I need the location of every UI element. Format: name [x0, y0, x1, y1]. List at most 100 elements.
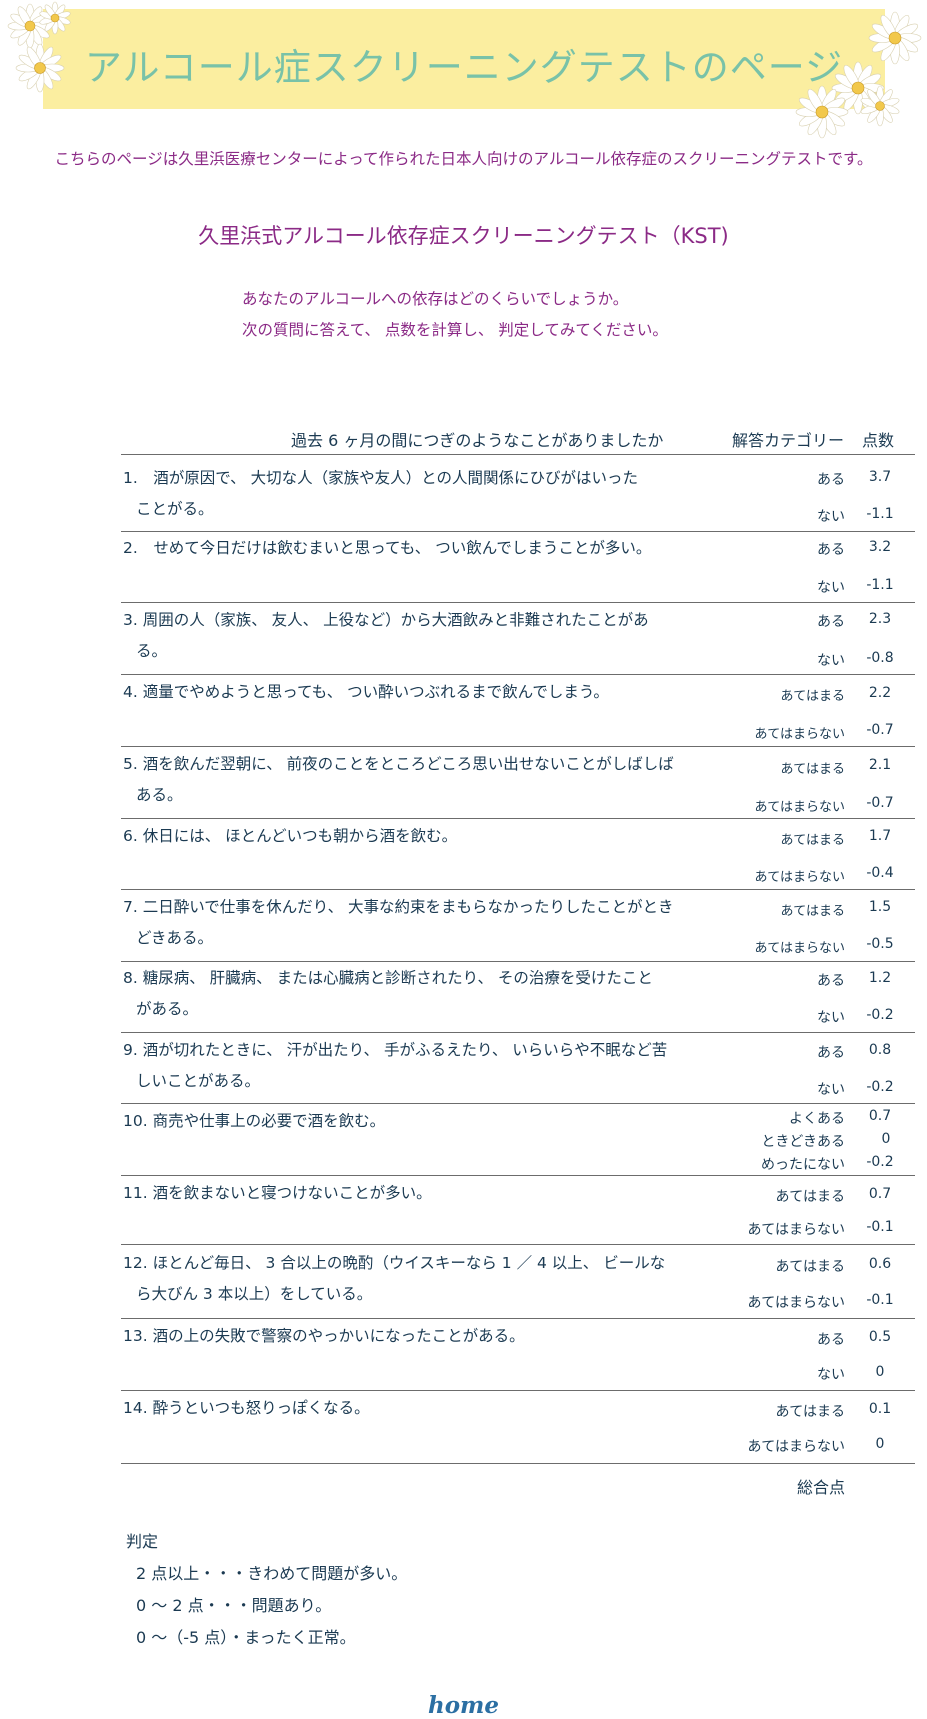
question-12: 12. ほとんど毎日、 3 合以上の晩酌（ウイスキーなら 1 ／ 4 以上、 ビ… [123, 1254, 666, 1303]
answer-points: 2.2 [868, 685, 892, 701]
answer-points: 2.3 [868, 611, 892, 627]
answer-points: 0 [881, 1131, 891, 1147]
answer-points: 0.5 [868, 1329, 892, 1345]
question-2: 2. せめて今日だけは飲むまいと思っても、 つい飲んでしまうことが多い。 [123, 539, 652, 557]
question-8: 8. 糖尿病、 肝臓病、 または心臓病と診断されたり、 その治療を受けたこと があ… [123, 969, 653, 1018]
answer-points: 1.2 [868, 970, 892, 986]
question-13: 13. 酒の上の失敗で警察のやっかいになったことがある。 [123, 1327, 525, 1345]
answer-points: 2.1 [868, 757, 892, 773]
table-divider [121, 1032, 915, 1033]
test-title: 久里浜式アルコール依存症スクリーニングテスト（KST) [198, 224, 729, 248]
answer-option: ない [817, 1367, 845, 1383]
verdict-line-3: 0 ～（-5 点）・まったく正常。 [136, 1628, 356, 1647]
answer-points: 0.8 [868, 1042, 892, 1058]
answer-option: あてはまる [780, 833, 845, 848]
answer-points: 0.7 [868, 1186, 892, 1202]
answer-option: よくある [789, 1111, 845, 1127]
answer-points: -1.1 [866, 577, 894, 593]
table-divider [121, 531, 915, 532]
answer-option: ない [817, 1010, 845, 1026]
question-5: 5. 酒を飲んだ翌朝に、 前夜のことをところどころ思い出せないことがしばしば ある… [123, 755, 674, 804]
total-score-label: 総合点 [796, 1478, 845, 1497]
table-divider [121, 889, 915, 890]
answer-points: -0.8 [866, 650, 894, 666]
answer-points: -0.1 [866, 1219, 894, 1235]
question-6: 6. 休日には、 ほとんどいつも朝から酒を飲む。 [123, 827, 458, 845]
answer-option: ない [817, 580, 845, 596]
answer-points: 3.2 [868, 539, 892, 555]
home-link[interactable]: home [427, 1692, 500, 1719]
page-title: アルコール症スクリーニングテストのページ [84, 46, 844, 89]
question-14: 14. 酔うといつも怒りっぽくなる。 [123, 1399, 370, 1417]
answer-option: あてはまらない [747, 1439, 845, 1455]
answer-points: -0.1 [866, 1292, 894, 1308]
answer-option: ある [817, 1332, 845, 1348]
title-banner: アルコール症スクリーニングテストのページ [43, 9, 885, 109]
intro-text: こちらのページは久里浜医療センターによって作られた日本人向けのアルコール依存症の… [54, 150, 873, 168]
answer-option: ない [817, 1082, 845, 1098]
answer-points: 1.5 [868, 899, 892, 915]
answer-points: -0.5 [866, 936, 894, 952]
daisy-decoration-right [795, 11, 922, 139]
answer-option: あてはまる [775, 1259, 845, 1275]
table-divider [121, 1244, 915, 1245]
question-9: 9. 酒が切れたときに、 汗が出たり、 手がふるえたり、 いらいらや不眠など苦し… [123, 1041, 668, 1090]
answer-option: ある [817, 542, 845, 558]
answer-points: -1.1 [866, 506, 894, 522]
answer-option: ある [817, 973, 845, 989]
answer-option: あてはまらない [747, 1295, 845, 1311]
answer-option: あてはまる [775, 1404, 845, 1420]
question-1: 1. 酒が原因で、 大切な人（家族や友人）との人間関係にひびがはいった ことがる。 [123, 469, 638, 518]
table-divider [121, 1463, 915, 1464]
header-question: 過去 6 ヶ月の間につぎのようなことがありましたか [291, 431, 664, 450]
answer-points: -0.2 [866, 1007, 894, 1023]
table-divider [121, 454, 915, 455]
answer-points: 0.6 [868, 1256, 892, 1272]
answer-option: ある [817, 472, 845, 488]
answer-option: あてはまらない [754, 941, 845, 956]
answer-option: あてはまる [775, 1189, 845, 1205]
answer-points: 0 [875, 1364, 885, 1380]
answer-option: ない [817, 653, 845, 669]
answer-points: -0.7 [866, 795, 894, 811]
answer-option: ときどきある [761, 1134, 845, 1150]
lead-line-2: 次の質問に答えて、 点数を計算し、 判定してみてください。 [242, 321, 668, 339]
answer-option: あてはまらない [754, 800, 845, 815]
header-points: 点数 [862, 431, 895, 450]
answer-option: あてはまらない [754, 727, 845, 742]
table-divider [121, 1175, 915, 1176]
answer-points: 1.7 [868, 828, 892, 844]
question-10: 10. 商売や仕事上の必要で酒を飲む。 [123, 1112, 386, 1130]
answer-option: ある [817, 1045, 845, 1061]
answer-points: -0.7 [866, 722, 894, 738]
table-divider [121, 818, 915, 819]
answer-option: あてはまらない [747, 1222, 845, 1238]
answer-option: あてはまる [780, 689, 845, 704]
answer-option: ない [817, 509, 845, 525]
answer-option: めったにない [761, 1157, 845, 1173]
answer-points: 3.7 [868, 469, 892, 485]
answer-points: -0.2 [866, 1079, 894, 1095]
header-category: 解答カテゴリー [732, 431, 845, 450]
table-divider [121, 1103, 915, 1104]
table-divider [121, 602, 915, 603]
question-3: 3. 周囲の人（家族、 友人、 上役など）から大酒飲みと非難されたことがあ る。 [123, 611, 649, 660]
verdict-heading: 判定 [126, 1532, 159, 1551]
verdict-line-1: 2 点以上・・・きわめて問題が多い。 [136, 1564, 408, 1583]
answer-option: あてはまらない [754, 870, 845, 885]
daisy-decoration-left [7, 1, 71, 93]
answer-option: あてはまる [780, 904, 845, 919]
question-4: 4. 適量でやめようと思っても、 つい酔いつぶれるまで飲んでしまう。 [123, 683, 609, 701]
answer-points: 0 [875, 1436, 885, 1452]
table-divider [121, 746, 915, 747]
question-7: 7. 二日酔いで仕事を休んだり、 大事な約束をまもらなかったりしたことがとき どき… [123, 898, 674, 947]
table-divider [121, 1390, 915, 1391]
answer-points: 0.7 [868, 1108, 892, 1124]
answer-points: -0.2 [866, 1154, 894, 1170]
table-divider [121, 1318, 915, 1319]
table-divider [121, 674, 915, 675]
answer-points: 0.1 [868, 1401, 892, 1417]
verdict-line-2: 0 ～ 2 点・・・問題あり。 [136, 1596, 332, 1615]
answer-points: -0.4 [866, 865, 894, 881]
answer-option: ある [817, 614, 845, 630]
